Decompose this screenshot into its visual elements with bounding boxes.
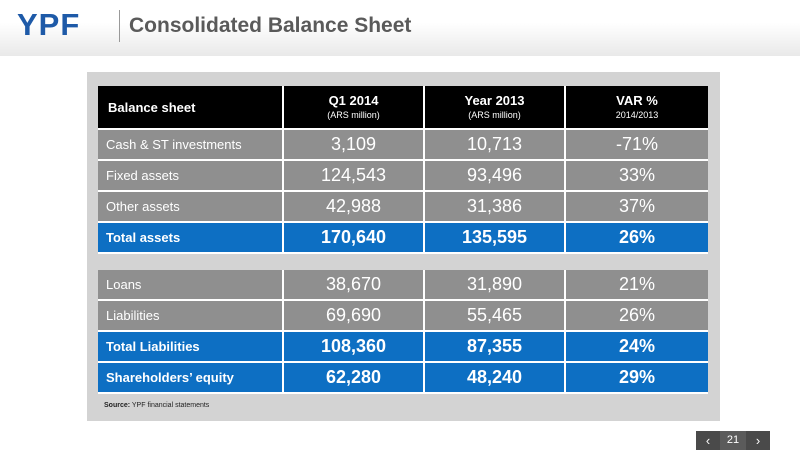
row-label: Other assets: [98, 192, 284, 223]
assets-table: Balance sheet Q1 2014 (ARS million) Year…: [98, 86, 708, 254]
cell-year-2013: 135,595: [425, 223, 566, 254]
slide-header: YPF Consolidated Balance Sheet: [0, 0, 800, 56]
cell-var: 26%: [566, 223, 708, 254]
cell-q1-2014: 62,280: [284, 363, 425, 394]
cell-year-2013: 48,240: [425, 363, 566, 394]
cell-year-2013: 31,386: [425, 192, 566, 223]
ypf-logo: YPF: [17, 7, 81, 42]
header-q1-2014: Q1 2014 (ARS million): [284, 86, 425, 130]
header-year-2013-main: Year 2013: [464, 93, 525, 108]
cell-var: 37%: [566, 192, 708, 223]
row-label: Fixed assets: [98, 161, 284, 192]
page-title: Consolidated Balance Sheet: [129, 14, 412, 37]
header-year-2013: Year 2013 (ARS million): [425, 86, 566, 130]
header-q1-2014-main: Q1 2014: [328, 93, 379, 108]
header-year-2013-sub: (ARS million): [468, 110, 521, 120]
table-row: Other assets 42,988 31,386 37%: [98, 192, 708, 223]
row-label: Total assets: [98, 223, 284, 254]
cell-q1-2014: 124,543: [284, 161, 425, 192]
cell-var: -71%: [566, 130, 708, 161]
next-slide-button[interactable]: ›: [746, 431, 770, 450]
header-q1-2014-sub: (ARS million): [327, 110, 380, 120]
table-row: Cash & ST investments 3,109 10,713 -71%: [98, 130, 708, 161]
cell-year-2013: 93,496: [425, 161, 566, 192]
cell-q1-2014: 170,640: [284, 223, 425, 254]
cell-q1-2014: 38,670: [284, 270, 425, 301]
table-row: Loans 38,670 31,890 21%: [98, 270, 708, 301]
row-label: Loans: [98, 270, 284, 301]
cell-year-2013: 55,465: [425, 301, 566, 332]
cell-q1-2014: 3,109: [284, 130, 425, 161]
liabilities-table: Loans 38,670 31,890 21% Liabilities 69,6…: [98, 270, 708, 394]
cell-var: 29%: [566, 363, 708, 394]
cell-year-2013: 31,890: [425, 270, 566, 301]
row-label: Cash & ST investments: [98, 130, 284, 161]
row-label: Shareholders’ equity: [98, 363, 284, 394]
table-row: Fixed assets 124,543 93,496 33%: [98, 161, 708, 192]
cell-q1-2014: 108,360: [284, 332, 425, 363]
prev-slide-button[interactable]: ‹: [696, 431, 720, 450]
cell-year-2013: 10,713: [425, 130, 566, 161]
row-label: Total Liabilities: [98, 332, 284, 363]
total-row: Shareholders’ equity 62,280 48,240 29%: [98, 363, 708, 394]
cell-var: 24%: [566, 332, 708, 363]
table-header-row: Balance sheet Q1 2014 (ARS million) Year…: [98, 86, 708, 130]
title-divider: [119, 10, 120, 42]
cell-year-2013: 87,355: [425, 332, 566, 363]
source-label: Source:: [104, 402, 131, 409]
header-label: Balance sheet: [98, 86, 284, 130]
total-row: Total Liabilities 108,360 87,355 24%: [98, 332, 708, 363]
table-row: Liabilities 69,690 55,465 26%: [98, 301, 708, 332]
cell-var: 33%: [566, 161, 708, 192]
cell-var: 21%: [566, 270, 708, 301]
total-row: Total assets 170,640 135,595 26%: [98, 223, 708, 254]
header-var-sub: 2014/2013: [615, 110, 659, 120]
source-text: YPF financial statements: [130, 402, 210, 409]
source-note: Source: YPF financial statements: [104, 402, 209, 409]
cell-q1-2014: 69,690: [284, 301, 425, 332]
cell-q1-2014: 42,988: [284, 192, 425, 223]
row-label: Liabilities: [98, 301, 284, 332]
header-var-main: VAR %: [616, 93, 658, 108]
cell-var: 26%: [566, 301, 708, 332]
slide-number: 21: [720, 431, 746, 450]
header-var: VAR % 2014/2013: [566, 86, 708, 130]
